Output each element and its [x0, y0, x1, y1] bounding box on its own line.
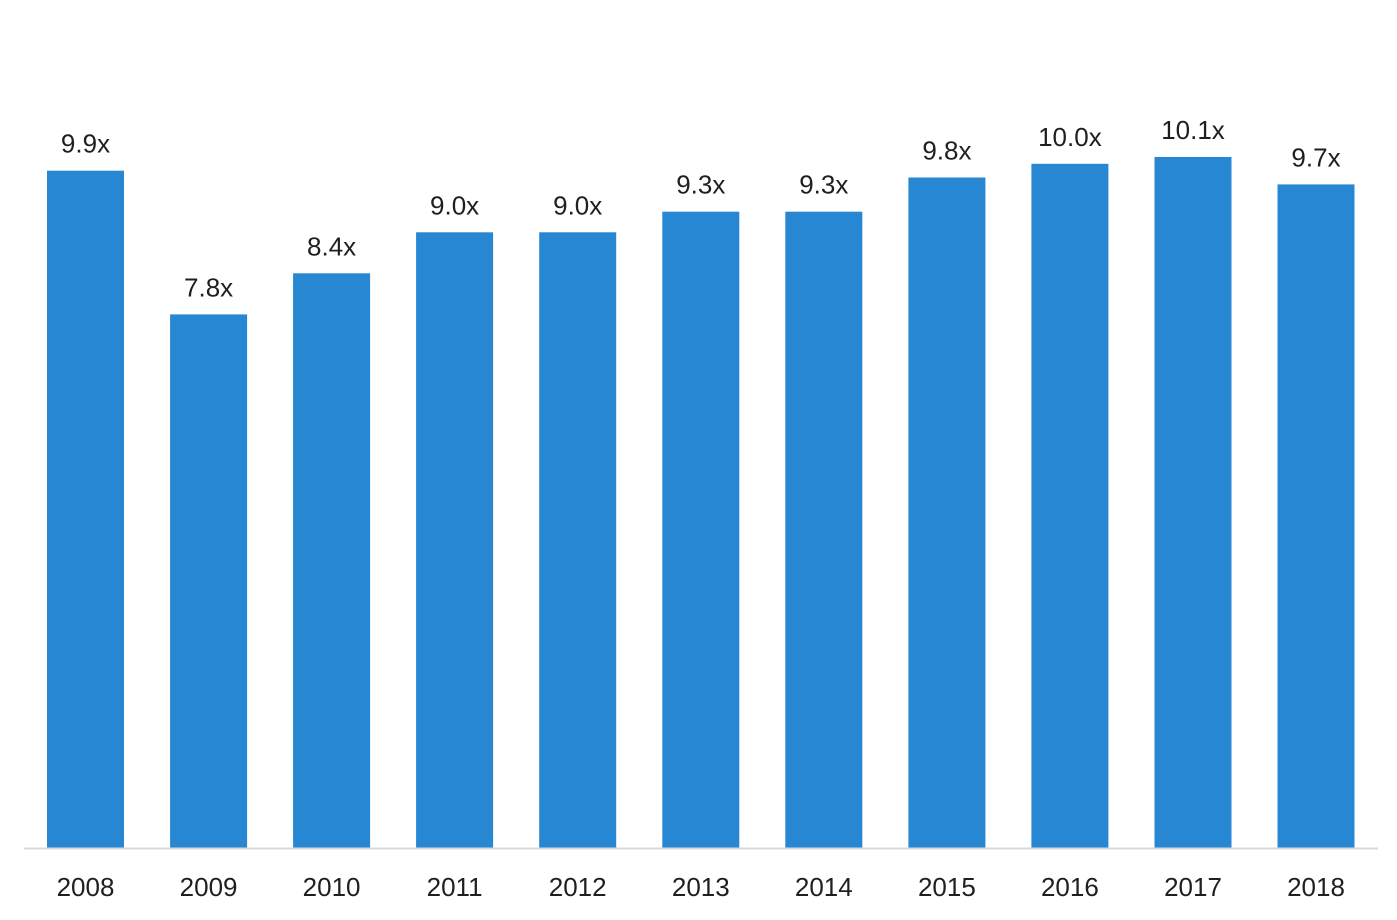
- x-tick-label-2008: 2008: [57, 872, 115, 902]
- x-tick-label-2016: 2016: [1041, 872, 1099, 902]
- bar-2017: [1154, 157, 1232, 848]
- x-tick-label-2013: 2013: [672, 872, 730, 902]
- x-tick-labels-group: 2008 2009 2010 2011 2012 2013 2014 2015 2016 2017…: [57, 872, 1345, 902]
- data-label-2009: 7.8x: [184, 272, 233, 302]
- x-tick-label-2017: 2017: [1164, 872, 1222, 902]
- x-tick-label-2009: 2009: [180, 872, 238, 902]
- x-tick-label-2010: 2010: [303, 872, 361, 902]
- bar-2010: [293, 273, 371, 848]
- bar-2008: [47, 170, 124, 848]
- data-label-2011: 9.0x: [430, 190, 479, 220]
- bar-2011: [416, 232, 494, 849]
- bar-2015: [908, 177, 986, 848]
- x-tick-label-2014: 2014: [795, 872, 853, 902]
- bar-2013: [662, 211, 740, 848]
- data-label-2015: 9.8x: [922, 136, 971, 166]
- x-tick-label-2015: 2015: [918, 872, 976, 902]
- bar-2016: [1031, 163, 1109, 849]
- data-labels-group: 9.9x 7.8x 8.4x 9.0x 9.0x 9.3x 9.3x 9.8x 10.0x 10.…: [61, 115, 1341, 302]
- bar-2012: [539, 232, 617, 849]
- data-label-2010: 8.4x: [307, 231, 356, 261]
- bar-2014: [785, 211, 863, 848]
- x-tick-label-2012: 2012: [549, 872, 607, 902]
- data-label-2012: 9.0x: [553, 190, 602, 220]
- bar-2009: [170, 314, 248, 848]
- data-label-2016: 10.0x: [1038, 122, 1102, 152]
- data-label-2013: 9.3x: [676, 170, 725, 200]
- bars-group: [47, 157, 1355, 849]
- bar-2018: [1277, 184, 1355, 848]
- x-tick-label-2018: 2018: [1287, 872, 1345, 902]
- data-label-2008: 9.9x: [61, 129, 110, 159]
- x-tick-label-2011: 2011: [427, 872, 483, 902]
- data-label-2018: 9.7x: [1291, 142, 1340, 172]
- data-label-2014: 9.3x: [799, 170, 848, 200]
- data-label-2017: 10.1x: [1161, 115, 1225, 145]
